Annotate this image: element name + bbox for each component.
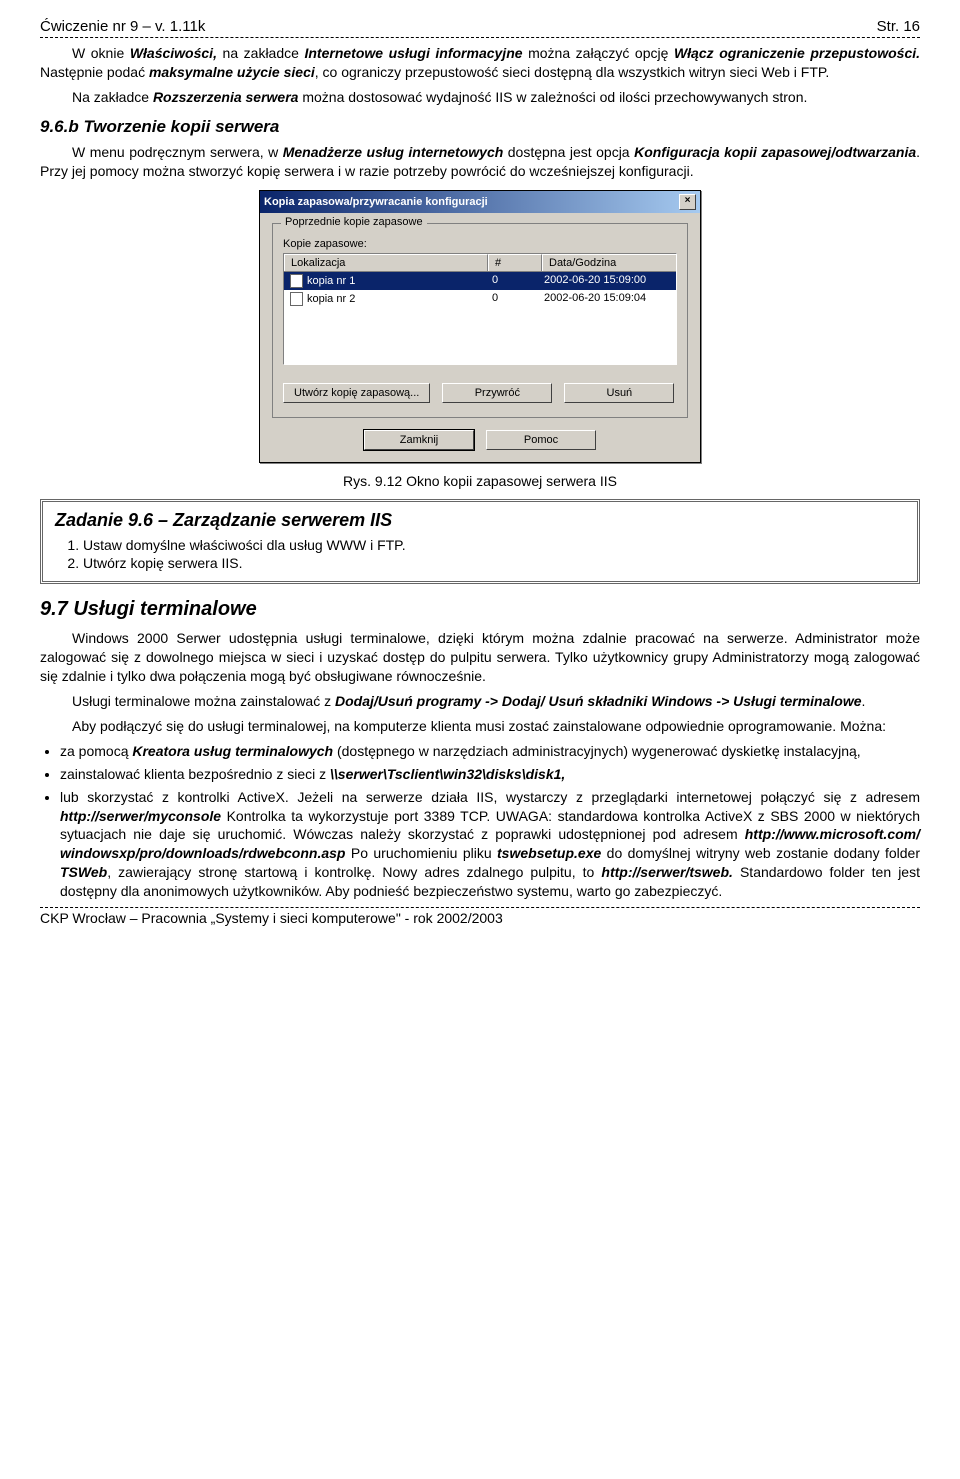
file-icon [290,292,303,306]
paragraph-2: Na zakładce Rozszerzenia serwera można d… [40,88,920,107]
header-right: Str. 16 [877,18,920,35]
bullet-3: lub skorzystać z kontrolki ActiveX. Jeże… [60,788,920,901]
restore-button[interactable]: Przywróć [442,383,552,403]
footer-divider [40,907,920,908]
delete-button[interactable]: Usuń [564,383,674,403]
dialog-title: Kopia zapasowa/przywracanie konfiguracji [264,196,488,208]
list-item[interactable]: kopia nr 2 0 2002-06-20 15:09:04 [284,290,676,308]
task-item-1: Ustaw domyślne właściwości dla usług WWW… [83,537,905,553]
bullet-2: zainstalować klienta bezpośrednio z siec… [60,765,920,784]
list-item[interactable]: kopia nr 1 0 2002-06-20 15:09:00 [284,272,676,290]
header-left: Ćwiczenie nr 9 – v. 1.11k [40,18,205,35]
task-title: Zadanie 9.6 – Zarządzanie serwerem IIS [55,510,905,531]
task-box: Zadanie 9.6 – Zarządzanie serwerem IIS U… [40,499,920,584]
col-location[interactable]: Lokalizacja [284,254,488,271]
bullet-list: za pomocą Kreatora usług terminalowych (… [40,742,920,901]
groupbox-previous-backups: Poprzednie kopie zapasowe Kopie zapasowe… [272,223,688,418]
col-date[interactable]: Data/Godzina [542,254,676,271]
bullet-1: za pomocą Kreatora usług terminalowych (… [60,742,920,761]
section-97-title: 9.7 Usługi terminalowe [40,598,920,621]
close-icon[interactable]: × [679,194,696,210]
page-footer: CKP Wrocław – Pracownia „Systemy i sieci… [40,910,920,926]
backups-label: Kopie zapasowe: [283,238,677,250]
backup-dialog: Kopia zapasowa/przywracanie konfiguracji… [259,190,701,463]
close-button[interactable]: Zamknij [364,430,474,450]
paragraph-6: Aby podłączyć się do usługi terminalowej… [40,717,920,736]
paragraph-1: W oknie Właściwości, na zakładce Interne… [40,44,920,82]
paragraph-4: Windows 2000 Serwer udostępnia usługi te… [40,629,920,686]
help-button[interactable]: Pomoc [486,430,596,450]
section-96b-title: 9.6.b Tworzenie kopii serwera [40,117,920,137]
file-icon [290,274,303,288]
paragraph-3: W menu podręcznym serwera, w Menadżerze … [40,143,920,181]
groupbox-label: Poprzednie kopie zapasowe [281,216,427,228]
header-divider [40,37,920,38]
task-item-2: Utwórz kopię serwera IIS. [83,555,905,571]
col-number[interactable]: # [488,254,542,271]
backups-listview[interactable]: Lokalizacja # Data/Godzina kopia nr 1 0 … [283,253,677,365]
create-backup-button[interactable]: Utwórz kopię zapasową... [283,383,430,403]
listview-header: Lokalizacja # Data/Godzina [284,254,676,272]
paragraph-5: Usługi terminalowe można zainstalować z … [40,692,920,711]
figure-caption: Rys. 9.12 Okno kopii zapasowej serwera I… [40,473,920,489]
